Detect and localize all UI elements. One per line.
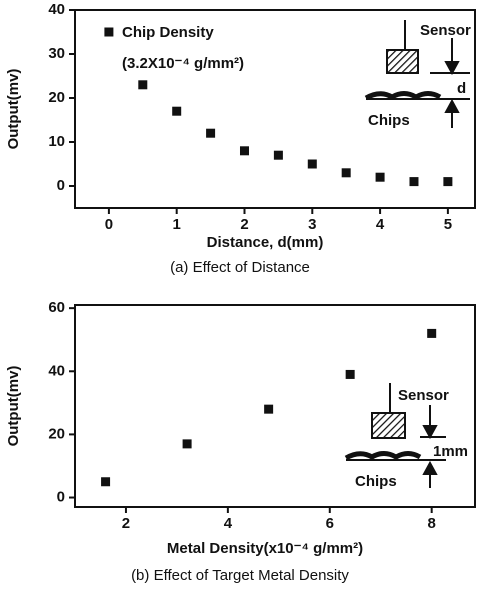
annotation: Sensor [420,22,471,39]
plot-frame [74,9,476,209]
x-tick-label: 1 [173,216,181,233]
y-tick-label: 60 [48,299,65,316]
marker [182,439,192,449]
x-axis-label: Distance, d(mm) [207,234,324,251]
x-axis-label: Metal Density(x10⁻⁴ g/mm²) [167,540,363,557]
marker [409,177,419,187]
y-tick-label: 10 [48,133,65,150]
marker [138,80,148,90]
x-tick-label: 2 [122,515,130,532]
plot-frame [74,304,476,508]
sensor-diagram-a [364,20,470,128]
y-tick-label: 0 [57,177,65,194]
y-axis-label: Output(mv) [5,366,22,447]
annotation: Chip Density [122,24,214,41]
y-tick-label: 20 [48,89,65,106]
y-axis-label: Output(mv) [5,69,22,150]
x-tick-label: 4 [224,515,233,532]
marker [273,150,283,160]
marker [341,168,351,178]
marker [172,106,182,116]
annotation: 1mm [433,443,468,460]
x-tick-label: 8 [428,515,436,532]
x-tick-label: 3 [308,216,316,233]
x-tick-label: 0 [105,216,113,233]
marker [101,477,111,487]
marker [264,404,274,414]
x-tick-label: 5 [444,216,452,233]
annotation: Sensor [398,387,449,404]
marker [239,146,249,156]
y-tick-label: 20 [48,425,65,442]
y-tick-label: 40 [48,1,65,18]
marker [375,172,385,182]
y-tick-label: 0 [57,489,65,506]
annotation: Chips [355,473,397,490]
annotation: Chips [368,112,410,129]
marker [307,159,317,169]
y-tick-label: 40 [48,362,65,379]
caption: (a) Effect of Distance [170,259,310,276]
x-tick-label: 6 [326,515,334,532]
marker [443,177,453,187]
marker [345,369,355,379]
y-tick-label: 30 [48,45,65,62]
marker [427,328,437,338]
x-tick-label: 4 [376,216,385,233]
x-tick-label: 2 [240,216,248,233]
sensor-diagram-b [344,383,446,488]
caption: (b) Effect of Target Metal Density [131,567,349,584]
marker [104,27,114,37]
marker [206,128,216,138]
annotation: d [457,80,466,97]
annotation: (3.2X10⁻⁴ g/mm²) [122,55,244,72]
